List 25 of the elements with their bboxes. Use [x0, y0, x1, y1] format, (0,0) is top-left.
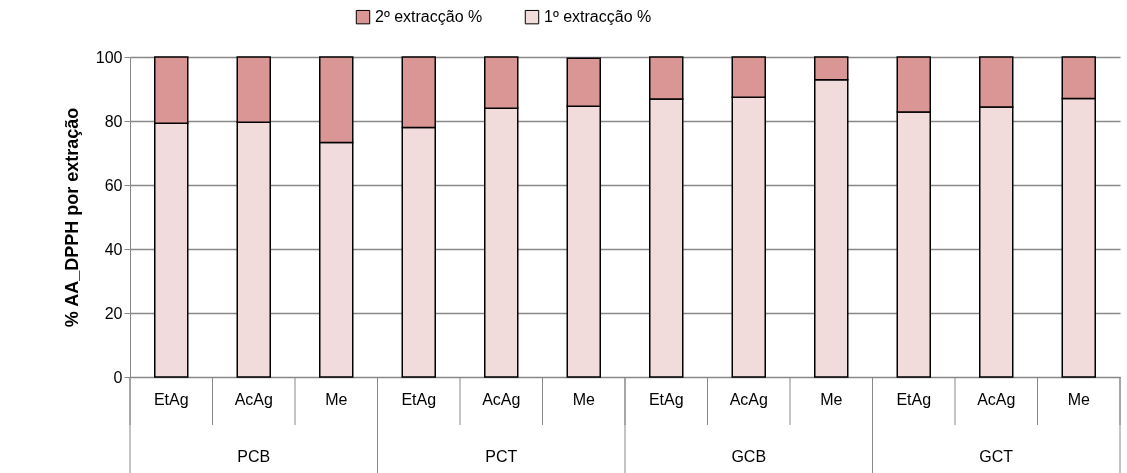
x-tick-label: EtAg [648, 390, 684, 408]
x-tick-label: AcAg [234, 390, 273, 408]
x-tick-label: Me [1067, 390, 1090, 408]
x-tick-label: EtAg [401, 390, 437, 408]
x-tick-label: Me [820, 390, 843, 408]
legend-label: 1º extracção % [544, 8, 652, 26]
x-tick-label: AcAg [977, 390, 1016, 408]
text: GCT [979, 448, 1014, 465]
x-tick-label: Me [572, 390, 595, 408]
y-tick-label: 100 [95, 48, 123, 66]
x-tick-label: EtAg [896, 390, 932, 408]
y-tick-label: 40 [104, 240, 123, 258]
text: GCB [731, 448, 767, 465]
legend-label: 2º extracção % [375, 8, 483, 26]
y-tick-label: 80 [104, 112, 123, 130]
x-tick-label: AcAg [482, 390, 521, 408]
y-tick-label: 20 [104, 304, 123, 322]
x-tick-label: AcAg [729, 390, 768, 408]
x-tick-label: Me [325, 390, 348, 408]
y-tick-label: 60 [104, 176, 123, 194]
text: PCT [485, 448, 518, 465]
y-axis-title: % AA_DPPH por extração [61, 107, 82, 328]
text: PCB [237, 448, 271, 465]
x-tick-label: EtAg [153, 390, 189, 408]
y-tick-label: 0 [113, 368, 123, 386]
